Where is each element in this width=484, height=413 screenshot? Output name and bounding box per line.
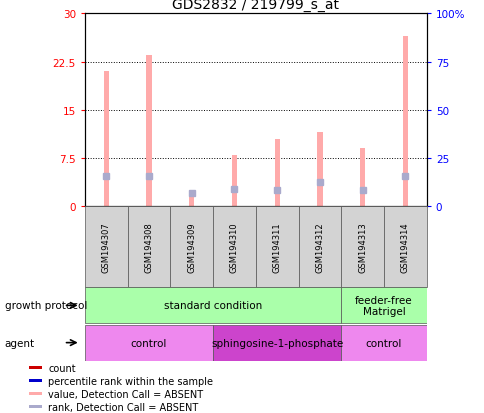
Text: GSM194312: GSM194312 <box>315 221 324 272</box>
Bar <box>256 206 298 287</box>
Bar <box>146 56 151 206</box>
Text: GSM194307: GSM194307 <box>102 221 110 272</box>
Bar <box>360 149 364 206</box>
Text: rank, Detection Call = ABSENT: rank, Detection Call = ABSENT <box>48 401 198 411</box>
Bar <box>29 367 42 369</box>
Text: GSM194309: GSM194309 <box>187 221 196 272</box>
Text: standard condition: standard condition <box>164 301 262 311</box>
Bar <box>85 206 127 287</box>
Text: agent: agent <box>5 338 35 348</box>
Bar <box>341 206 383 287</box>
Bar <box>170 206 212 287</box>
Bar <box>274 139 279 206</box>
Text: feeder-free
Matrigel: feeder-free Matrigel <box>354 295 412 316</box>
Bar <box>231 155 237 206</box>
Bar <box>341 325 426 361</box>
Text: growth protocol: growth protocol <box>5 301 87 311</box>
Bar <box>383 206 426 287</box>
Text: GSM194308: GSM194308 <box>144 221 153 272</box>
Bar <box>85 325 212 361</box>
Bar <box>341 288 426 323</box>
Text: control: control <box>365 338 401 348</box>
Text: value, Detection Call = ABSENT: value, Detection Call = ABSENT <box>48 389 203 399</box>
Bar <box>29 392 42 395</box>
Bar <box>402 37 407 207</box>
Title: GDS2832 / 219799_s_at: GDS2832 / 219799_s_at <box>172 0 339 12</box>
Bar <box>212 206 256 287</box>
Bar <box>298 206 341 287</box>
Bar <box>85 288 341 323</box>
Bar <box>127 206 170 287</box>
Bar <box>29 380 42 382</box>
Text: count: count <box>48 363 76 373</box>
Text: sphingosine-1-phosphate: sphingosine-1-phosphate <box>211 338 343 348</box>
Bar <box>317 133 322 206</box>
Bar <box>212 325 341 361</box>
Text: GSM194314: GSM194314 <box>400 221 409 272</box>
Bar <box>104 72 108 206</box>
Bar <box>189 190 194 206</box>
Text: control: control <box>131 338 167 348</box>
Text: GSM194313: GSM194313 <box>358 221 366 272</box>
Text: GSM194311: GSM194311 <box>272 221 281 272</box>
Text: GSM194310: GSM194310 <box>229 221 239 272</box>
Text: percentile rank within the sample: percentile rank within the sample <box>48 376 213 386</box>
Bar <box>29 405 42 408</box>
